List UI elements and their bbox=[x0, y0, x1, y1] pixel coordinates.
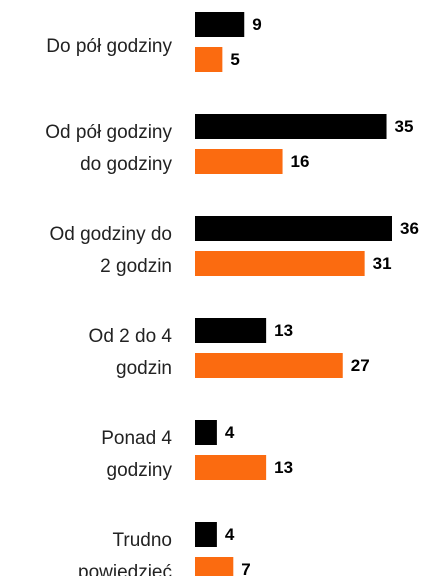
bar bbox=[195, 149, 283, 174]
category-label: 2 godzin bbox=[100, 256, 172, 277]
bar bbox=[195, 557, 234, 576]
bar bbox=[195, 47, 223, 72]
bar bbox=[195, 353, 343, 378]
value-label: 16 bbox=[291, 152, 310, 171]
bar bbox=[195, 251, 365, 276]
value-label: 4 bbox=[225, 423, 235, 442]
bar bbox=[195, 455, 267, 480]
bar bbox=[195, 522, 217, 547]
value-label: 31 bbox=[373, 254, 392, 273]
bar bbox=[195, 216, 392, 241]
category-label: do godziny bbox=[80, 154, 172, 175]
value-label: 9 bbox=[252, 15, 261, 34]
category-label: godzin bbox=[116, 358, 172, 379]
value-label: 5 bbox=[230, 50, 239, 69]
value-label: 36 bbox=[400, 219, 419, 238]
value-label: 35 bbox=[395, 117, 414, 136]
bar bbox=[195, 12, 245, 37]
category-label: Od godziny do bbox=[49, 224, 172, 245]
category-label: Od pół godziny bbox=[45, 122, 172, 143]
category-label: powiedzieć bbox=[78, 562, 172, 576]
category-label: Do pół godziny bbox=[46, 36, 172, 57]
value-label: 27 bbox=[351, 356, 370, 375]
value-label: 7 bbox=[241, 560, 250, 576]
value-label: 13 bbox=[274, 321, 293, 340]
category-label: Trudno bbox=[113, 530, 173, 551]
value-label: 13 bbox=[274, 458, 293, 477]
value-label: 4 bbox=[225, 525, 235, 544]
bar bbox=[195, 114, 387, 139]
bar bbox=[195, 420, 217, 445]
category-label: Od 2 do 4 bbox=[89, 326, 173, 347]
category-label: Ponad 4 bbox=[101, 428, 172, 449]
category-label: godziny bbox=[107, 460, 173, 481]
bar bbox=[195, 318, 267, 343]
